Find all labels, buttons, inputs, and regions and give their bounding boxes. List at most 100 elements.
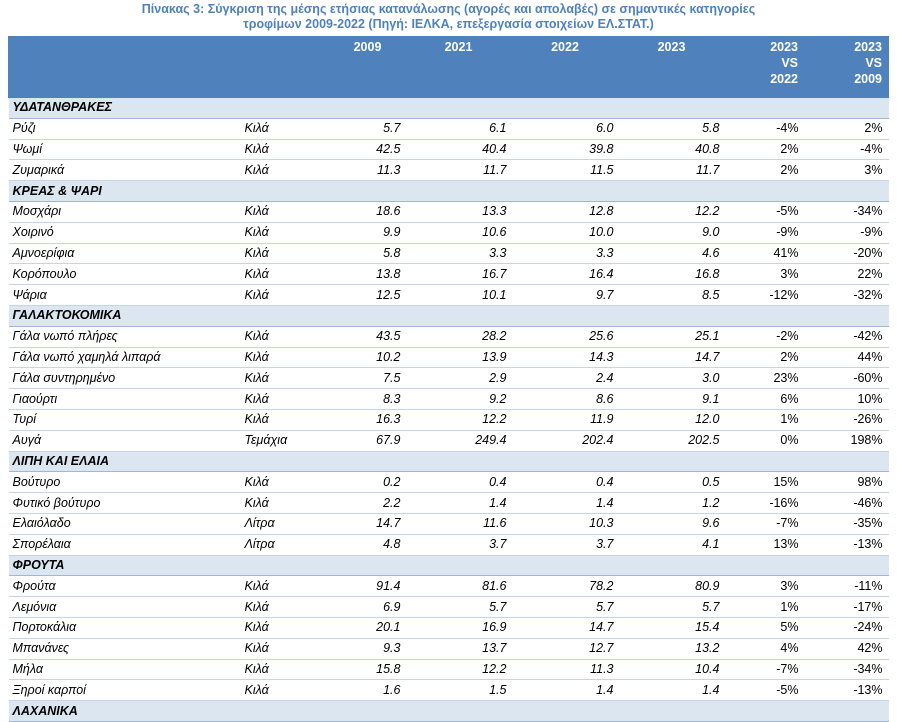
data-row: Σπορέλαια Λίτρα 4.8 3.7 3.7 4.1 13% -13% xyxy=(8,534,889,556)
change-cell: -26% xyxy=(804,409,889,431)
value-cell: 6.9 xyxy=(330,596,407,618)
change-cell: -9% xyxy=(804,222,889,244)
value-cell: 16.7 xyxy=(406,263,513,286)
value-cell: 5.7 xyxy=(512,596,620,618)
change-cell: -2% xyxy=(725,326,805,348)
unit-cell: Κιλά xyxy=(240,222,331,244)
section-title: ΛΙΠΗ ΚΑΙ ΕΛΑΙΑ xyxy=(8,451,889,473)
value-cell: 7.5 xyxy=(330,367,407,390)
value-cell: 6.1 xyxy=(406,118,513,140)
value-cell: 249.4 xyxy=(406,430,513,452)
change-cell: -5% xyxy=(725,679,805,702)
value-cell: 4.6 xyxy=(619,243,726,265)
header-cell xyxy=(8,36,241,98)
change-cell: -4% xyxy=(725,118,805,140)
value-cell: 16.3 xyxy=(330,409,407,431)
data-row: Μήλα Κιλά 15.8 12.2 11.3 10.4 -7% -34% xyxy=(8,659,889,681)
unit-cell: Κιλά xyxy=(240,409,331,431)
section-title: ΚΡΕΑΣ & ΨΑΡΙ xyxy=(8,180,889,202)
item-name: Βούτυρο xyxy=(8,471,241,494)
item-name: Κορόπουλο xyxy=(8,263,241,286)
value-cell: 5.7 xyxy=(330,118,407,140)
section-row: ΛΑΧΑΝΙΚΑ xyxy=(8,700,889,722)
unit-cell: Κιλά xyxy=(240,367,331,390)
change-cell: 5% xyxy=(725,617,805,639)
change-cell: 0% xyxy=(725,430,805,452)
value-cell: 202.4 xyxy=(512,430,620,452)
item-name: Ξηροί καρποί xyxy=(8,679,241,702)
unit-cell: Κιλά xyxy=(240,575,331,598)
value-cell: 0.2 xyxy=(330,471,407,494)
change-cell: -35% xyxy=(804,513,889,535)
value-cell: 10.2 xyxy=(330,347,407,369)
header-cell: 2023 xyxy=(619,36,726,98)
data-row: Ζυμαρικά Κιλά 11.3 11.7 11.5 11.7 2% 3% xyxy=(8,159,889,182)
item-name: Αυγά xyxy=(8,430,241,452)
data-row: Χοιρινό Κιλά 9.9 10.6 10.0 9.0 -9% -9% xyxy=(8,222,889,244)
item-name: Μήλα xyxy=(8,659,241,681)
value-cell: 5.7 xyxy=(406,596,513,618)
value-cell: 11.9 xyxy=(512,409,620,431)
header-cell: 2022 xyxy=(512,36,620,98)
value-cell: 13.2 xyxy=(619,638,726,660)
unit-cell: Κιλά xyxy=(240,596,331,618)
value-cell: 11.7 xyxy=(619,159,726,182)
header-row: 2009 2021 2022 2023 2023 VS 2022 2023 VS 2009 xyxy=(8,36,889,98)
data-row: Ψάρια Κιλά 12.5 10.1 9.7 8.5 -12% -32% xyxy=(8,284,889,306)
change-cell: -7% xyxy=(725,513,805,535)
value-cell: 12.7 xyxy=(512,638,620,660)
value-cell: 25.6 xyxy=(512,326,620,348)
value-cell: 8.5 xyxy=(619,284,726,306)
header-cell: 2009 xyxy=(330,36,407,98)
title-line: Πίνακας 3: Σύγκριση της μέσης ετήσιας κα… xyxy=(141,2,756,16)
change-cell: 1% xyxy=(725,409,805,431)
header-cell: 2021 xyxy=(406,36,513,98)
change-cell: 6% xyxy=(725,388,805,410)
data-row: Ψωμί Κιλά 42.5 40.4 39.8 40.8 2% -4% xyxy=(8,139,889,161)
item-name: Τυρί xyxy=(8,409,241,431)
change-cell: 1% xyxy=(725,596,805,618)
header-cell: 2023 VS 2009 xyxy=(804,36,889,98)
change-cell: -20% xyxy=(804,243,889,265)
value-cell: 5.7 xyxy=(619,596,726,618)
value-cell: 42.5 xyxy=(330,139,407,161)
value-cell: 1.4 xyxy=(619,679,726,702)
value-cell: 202.5 xyxy=(619,430,726,452)
change-cell: 3% xyxy=(804,159,889,182)
value-cell: 67.9 xyxy=(330,430,407,452)
unit-cell: Λίτρα xyxy=(240,534,331,556)
unit-cell: Κιλά xyxy=(240,326,331,348)
value-cell: 10.0 xyxy=(512,222,620,244)
change-cell: -5% xyxy=(725,201,805,223)
change-cell: 23% xyxy=(725,367,805,390)
section-row: ΚΡΕΑΣ & ΨΑΡΙ xyxy=(8,180,889,202)
value-cell: 11.6 xyxy=(406,513,513,535)
value-cell: 78.2 xyxy=(512,575,620,598)
value-cell: 1.6 xyxy=(330,679,407,702)
value-cell: 80.9 xyxy=(619,575,726,598)
item-name: Ψάρια xyxy=(8,284,241,306)
value-cell: 11.3 xyxy=(512,659,620,681)
unit-cell: Κιλά xyxy=(240,243,331,265)
item-name: Λεμόνια xyxy=(8,596,241,618)
data-row: Ρύζι Κιλά 5.7 6.1 6.0 5.8 -4% 2% xyxy=(8,118,889,140)
item-name: Χοιρινό xyxy=(8,222,241,244)
value-cell: 8.3 xyxy=(330,388,407,410)
change-cell: -11% xyxy=(804,575,889,598)
header-cell: 2023 VS 2022 xyxy=(725,36,805,98)
value-cell: 16.4 xyxy=(512,263,620,286)
data-row: Ξηροί καρποί Κιλά 1.6 1.5 1.4 1.4 -5% -13% xyxy=(8,679,889,702)
unit-cell: Κιλά xyxy=(240,139,331,161)
data-row: Μπανάνες Κιλά 9.3 13.7 12.7 13.2 4% 42% xyxy=(8,638,889,660)
item-name: Γάλα νωπό πλήρες xyxy=(8,326,241,348)
change-cell: 42% xyxy=(804,638,889,660)
value-cell: 10.1 xyxy=(406,284,513,306)
unit-cell: Κιλά xyxy=(240,159,331,182)
data-row: Κορόπουλο Κιλά 13.8 16.7 16.4 16.8 3% 22% xyxy=(8,263,889,286)
value-cell: 8.6 xyxy=(512,388,620,410)
change-cell: -4% xyxy=(804,139,889,161)
change-cell: 3% xyxy=(725,575,805,598)
item-name: Αμνοερίφια xyxy=(8,243,241,265)
value-cell: 3.7 xyxy=(406,534,513,556)
